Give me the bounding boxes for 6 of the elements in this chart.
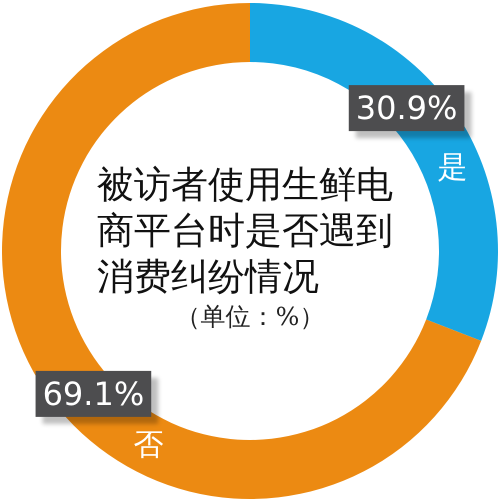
text: （单位：%） <box>174 301 326 333</box>
data-label: 30.9% <box>356 89 458 128</box>
text: 被访者使用生鲜电商平台时是否遇到消费纠纷情况 <box>97 162 394 300</box>
data-label: 69.1% <box>42 374 144 413</box>
slice-label: 否 <box>133 428 164 463</box>
slice-label: 是 <box>438 150 468 186</box>
